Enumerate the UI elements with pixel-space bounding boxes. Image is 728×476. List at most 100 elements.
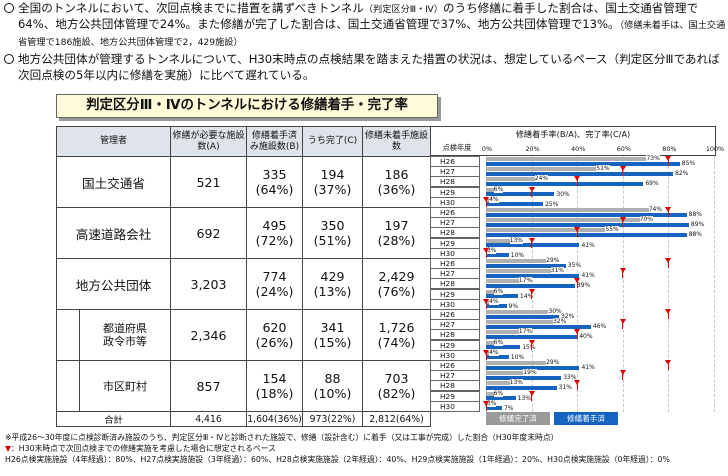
expected-pace-marker: [574, 227, 581, 233]
completed-bar: [486, 269, 557, 274]
cell-d: 703 (82%): [362, 360, 431, 412]
bullet-2-text: 地方公共団体が管理するトンネルについて、H30末時点の点検結果を踏まえた措置の状…: [18, 52, 720, 82]
completed-bar: [486, 218, 646, 223]
cell-c: 429 (13%): [302, 258, 363, 310]
completed-bar: [486, 289, 500, 294]
started-label: 30%: [556, 190, 570, 198]
value: 335: [262, 167, 287, 182]
expected-pace-marker: [619, 268, 626, 274]
started-label: 85%: [681, 160, 696, 167]
expected-pace-marker: [574, 329, 581, 335]
completed-label: 24%: [534, 175, 549, 183]
value: 197: [384, 218, 409, 233]
cell-c: 88 (10%): [302, 360, 363, 412]
indent-cell: 市区町村: [56, 360, 171, 412]
cell-a: 521: [170, 156, 247, 208]
note-3: H26点検実施施設（4年経過）：80%、H27点検実施施設（3年経過）：60%、…: [5, 455, 670, 464]
started-bar: [486, 212, 687, 217]
started-label: 35%: [567, 262, 582, 269]
expected-pace-marker: [619, 166, 626, 172]
completed-bar: [486, 157, 653, 161]
completed-label: 3%: [486, 399, 497, 407]
cell-c: 341 (15%): [302, 309, 363, 361]
started-label: 82%: [674, 170, 689, 178]
bullet-1-small-b: （修繕未着手は、国土交通省管理で186施設、地方公共団体管理で2，429施設）: [18, 20, 726, 48]
started-label: 88%: [688, 211, 702, 218]
total-a: 4,416: [170, 411, 247, 427]
cell-b: 335 (64%): [246, 156, 303, 208]
expected-pace-stem: [576, 231, 578, 238]
expected-pace-stem: [622, 170, 624, 177]
started-bar: [486, 324, 591, 329]
row-name: 地方公共団体: [56, 258, 171, 310]
expected-pace-stem: [576, 180, 578, 187]
completed-label: 74%: [648, 206, 663, 213]
value: 495: [262, 218, 287, 233]
tick-label: 40%: [571, 145, 586, 153]
bullet-1-text-b: のうち修繕に着手した割合は、国土交通省管理で64%、地方公共団体管理で24%。ま…: [18, 1, 699, 32]
started-bar: [486, 406, 502, 411]
completed-bar: [486, 310, 555, 314]
value: 429: [320, 269, 345, 284]
cell-d: 1,726 (74%): [362, 309, 431, 361]
expected-pace-marker: [574, 380, 581, 386]
completed-label: 13%: [509, 379, 523, 387]
started-label: 41%: [581, 272, 595, 280]
started-label: 41%: [581, 364, 595, 371]
expected-pace-stem: [485, 353, 487, 360]
table-row: 国土交通省 521 335 (64%) 194 (37%) 186 (36%): [56, 156, 431, 208]
completed-label: 4%: [489, 348, 499, 356]
header-needs: 修繕が必要な施設数(A): [170, 126, 247, 157]
bullet-1-small-a: （判定区分Ⅲ・Ⅳ）: [363, 4, 443, 15]
started-label: 14%: [519, 292, 534, 300]
expected-pace-stem: [485, 404, 487, 411]
table-row: 市区町村 857 154 (18%) 88 (10%) 703 (82%): [56, 360, 431, 412]
expected-pace-stem: [531, 343, 533, 350]
started-bar: [486, 232, 687, 237]
completed-label: 17%: [518, 277, 533, 285]
expected-pace-stem: [485, 302, 487, 309]
expected-pace-stem: [667, 160, 669, 166]
note-2-line: ▼：H30末時点で次回点検までの修繕実施を考慮した場合に想定されるペース: [5, 443, 725, 454]
started-bar: [486, 304, 507, 309]
cell-b: 495 (72%): [246, 207, 303, 259]
expected-pace-marker: [483, 298, 489, 304]
total-label: 合計: [56, 411, 171, 427]
expected-pace-marker-icon: ▼: [5, 444, 11, 453]
expected-pace-stem: [531, 241, 533, 248]
table-title: 判定区分Ⅲ・Ⅳのトンネルにおける修繕着手・完了率: [56, 94, 438, 118]
cell-b: 154 (18%): [246, 360, 303, 412]
completed-bar: [486, 167, 603, 172]
completed-label: 6%: [493, 185, 504, 193]
started-label: 40%: [579, 333, 593, 341]
expected-pace-marker: [483, 349, 489, 355]
started-bar: [486, 273, 580, 278]
value: 194: [320, 167, 345, 182]
percent: (18%): [255, 386, 294, 401]
cell-a: 857: [170, 360, 247, 412]
started-bar: [486, 222, 689, 227]
cell-d: 186 (36%): [362, 156, 431, 208]
percent: (10%): [313, 386, 352, 401]
completed-bar: [486, 361, 553, 365]
completed-label: 6%: [493, 287, 504, 295]
started-bar: [486, 365, 580, 370]
completed-bar: [486, 320, 559, 325]
total-row: 合計 4,416 1,604(36%) 973(22%) 2,812(64%): [56, 411, 431, 427]
completed-bar: [486, 371, 530, 376]
expected-pace-marker: [483, 247, 489, 253]
percent: (64%): [255, 182, 294, 197]
graph-title: 修繕着手率(B/A)、完了率(C/A): [515, 129, 631, 139]
percent: (15%): [313, 335, 352, 350]
completed-bar: [486, 238, 516, 243]
started-bar: [486, 171, 673, 176]
footnotes: ※平成26～30年度に点検診断済み施設のうち、判定区分Ⅲ・Ⅳと診断された施設で、…: [5, 432, 725, 465]
expected-pace-stem: [667, 313, 669, 319]
percent: (37%): [313, 182, 352, 197]
completed-label: 31%: [550, 267, 565, 275]
started-label: 10%: [510, 251, 525, 259]
grid-line: [714, 156, 715, 412]
completed-label: 3%: [486, 246, 497, 254]
header-manager: 管理者: [56, 126, 171, 157]
started-bar: [486, 294, 518, 299]
